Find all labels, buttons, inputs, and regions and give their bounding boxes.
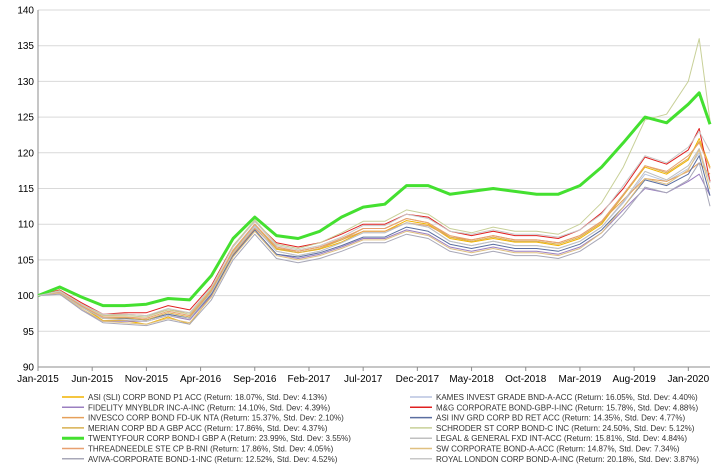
x-tick-label: Jun-2015 (71, 374, 113, 385)
series-line (37, 162, 711, 327)
x-tick-label: Apr-2016 (180, 374, 222, 385)
y-tick-label: 120 (17, 148, 34, 159)
series-line (37, 148, 711, 322)
y-tick-label: 110 (18, 220, 34, 231)
y-axis: 90 95 100 105 110 115 120 125 130 135 140 (17, 6, 39, 374)
x-tick-label: Aug-2019 (612, 374, 656, 385)
legend-label: LEGAL & GENERAL FXD INT-ACC (Return: 15.… (436, 434, 687, 443)
gridlines (38, 9, 710, 368)
x-tick-label: Dec-2017 (396, 374, 440, 385)
legend-label: ASI (SLI) CORP BOND P1 ACC (Return: 18.0… (88, 393, 327, 402)
series-line (37, 142, 711, 319)
legend-label: ASI INV GRD CORP BD RET ACC (Return: 14.… (436, 414, 685, 423)
x-tick-label: Oct-2018 (505, 374, 547, 385)
series-line (37, 38, 711, 318)
y-tick-label: 115 (18, 184, 34, 195)
legend-label: KAMES INVEST GRADE BND-A-ACC (Return: 16… (436, 393, 698, 402)
x-tick-label: Jul-2017 (344, 374, 383, 385)
series-lines (37, 38, 712, 327)
x-tick-label: May-2018 (449, 374, 494, 385)
legend-label: THREADNEEDLE STE CP B-RNI (Return: 17.86… (88, 445, 334, 454)
y-tick-label: 100 (17, 291, 34, 302)
legend-label: FIDELITY MNYBLDR INC-A-INC (Return: 14.1… (88, 403, 330, 412)
legend: ASI (SLI) CORP BOND P1 ACC (Return: 18.0… (62, 393, 699, 464)
series-line (37, 149, 711, 325)
x-tick-label: Jan-2015 (17, 374, 59, 385)
legend-label: MERIAN CORP BD A GBP ACC (Return: 17.86%… (88, 424, 328, 433)
x-tick-label: Mar-2019 (559, 374, 602, 385)
series-line (37, 91, 712, 308)
legend-label: AVIVA-CORPORATE BOND-1-INC (Return: 12.5… (88, 455, 338, 464)
legend-label: SCHRODER ST CORP BOND-C INC (Return: 24.… (436, 424, 695, 433)
legend-label: M&G CORPORATE BOND-GBP-I-INC (Return: 15… (436, 403, 698, 412)
y-tick-label: 140 (17, 6, 34, 17)
x-tick-label: Sep-2016 (233, 374, 277, 385)
y-tick-label: 130 (17, 77, 34, 88)
legend-label: SW CORPORATE BOND-A-ACC (Return: 14.87%,… (436, 445, 680, 454)
x-axis: Jan-2015 Jun-2015 Nov-2015 Apr-2016 Sep-2016… (17, 366, 710, 385)
y-tick-label: 105 (17, 255, 34, 266)
series-line (37, 128, 711, 315)
legend-label: ROYAL LONDON CORP BOND-A-INC (Return: 20… (436, 455, 699, 464)
y-tick-label: 90 (23, 363, 35, 374)
x-tick-label: Jan-2020 (667, 374, 709, 385)
legend-label: TWENTYFOUR CORP BOND-I GBP A (Return: 23… (88, 434, 351, 443)
series-line (37, 130, 711, 317)
y-tick-label: 125 (17, 113, 34, 124)
y-tick-label: 95 (23, 327, 35, 338)
legend-label: INVESCO CORP BOND FD-UK NTA (Return: 15.… (88, 414, 344, 423)
x-tick-label: Nov-2015 (125, 374, 169, 385)
x-tick-label: Feb-2017 (288, 374, 331, 385)
y-tick-label: 135 (17, 41, 34, 52)
